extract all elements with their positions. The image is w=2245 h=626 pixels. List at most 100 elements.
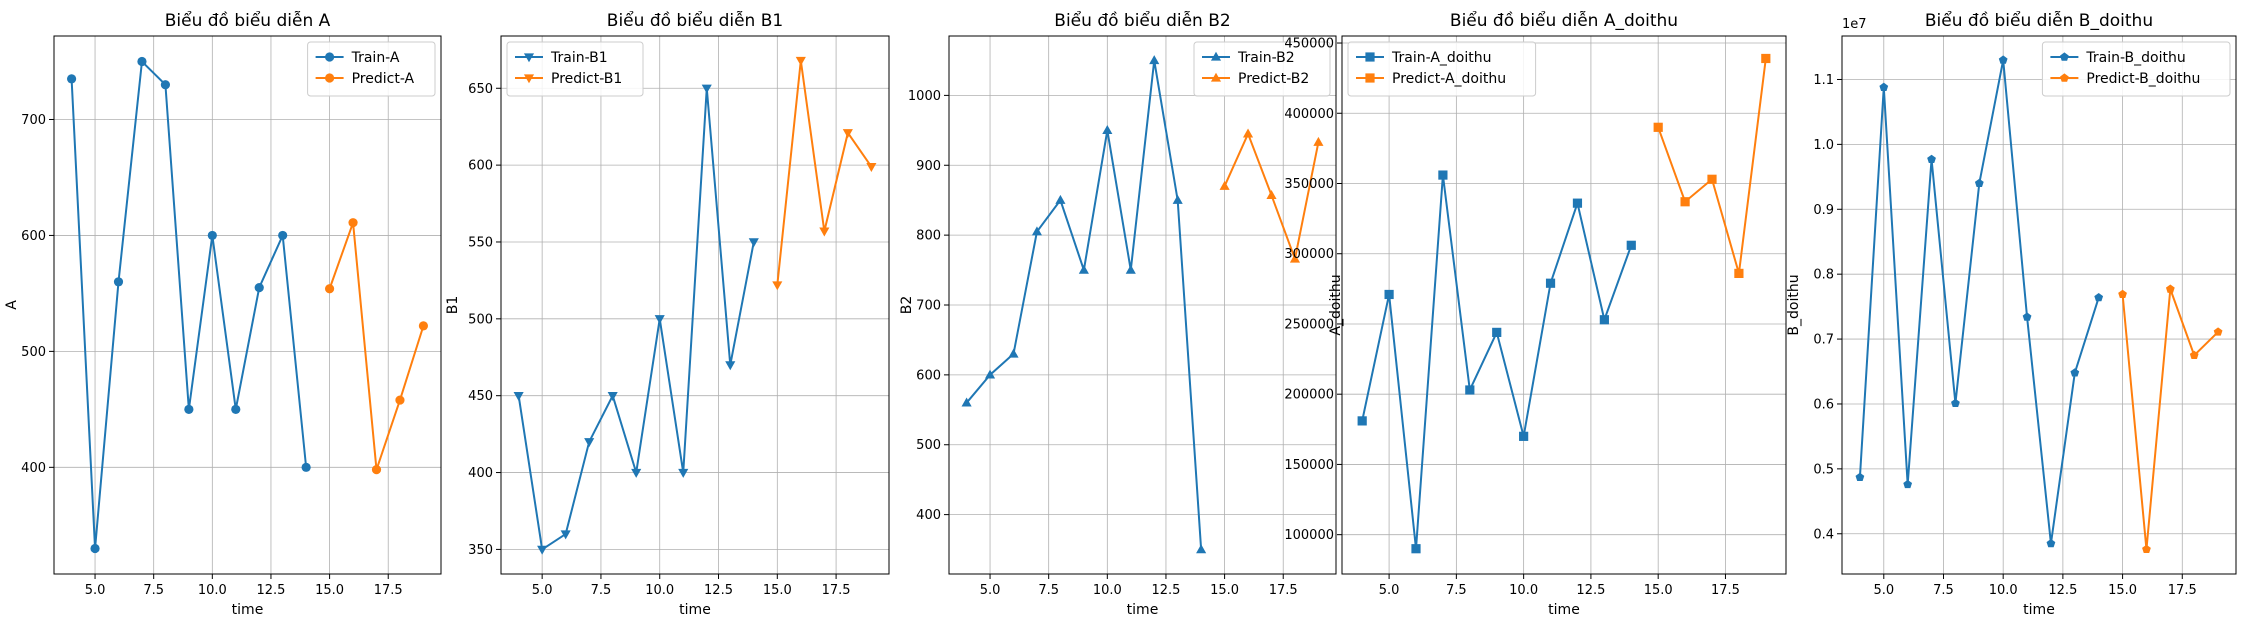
y-tick-label: 350000 [1284, 177, 1334, 192]
legend-marker [523, 74, 535, 84]
legend: Train-B1 Predict-B1 [506, 41, 644, 97]
x-tick-label: 5.0 [1379, 583, 1400, 598]
data-point [1384, 289, 1394, 300]
legend-label: Predict-B2 [1238, 71, 1309, 87]
chart-title: Biểu đồ biểu diễn B2 [1054, 10, 1230, 31]
data-point [1998, 55, 2008, 64]
axes-frame [1341, 35, 1787, 575]
data-point [1519, 431, 1529, 441]
x-tick-label: 10.0 [1989, 583, 2018, 598]
x-tick-label: 7.5 [591, 583, 612, 598]
y-tick-label: 400000 [1284, 107, 1334, 122]
legend-marker [325, 52, 335, 62]
legend-label: Train-A [351, 50, 400, 66]
chart-panel: 5.0 7.5 10.0 12.5 15.0 17.5 100000 150000 200000… [1284, 10, 1787, 618]
y-tick-label: 200000 [1284, 388, 1334, 403]
y-tick-label: 250000 [1284, 317, 1334, 332]
data-point [2189, 350, 2199, 360]
data-point [207, 230, 217, 241]
data-point [2165, 284, 2175, 293]
data-point [1879, 82, 1889, 91]
y-axis-label: B_doithu [1786, 274, 1802, 335]
data-point [2142, 544, 2151, 554]
x-tick-label: 7.5 [1038, 583, 1059, 598]
y-tick-label: 600 [21, 229, 46, 244]
y-tick-label: 500 [916, 438, 941, 453]
y-tick-label: 0.6 [1813, 397, 1834, 412]
x-tick-label: 12.5 [1576, 583, 1605, 598]
legend: Train-B2 Predict-B2 [1193, 41, 1331, 97]
y-tick-label: 450 [468, 389, 493, 404]
y-axis-label: B2 [899, 296, 915, 315]
legend-box [1193, 41, 1331, 97]
data-point [537, 545, 548, 555]
chart-title: Biểu đồ biểu diễn A_doithu [1450, 10, 1678, 31]
x-axis-label: time [1127, 602, 1159, 618]
x-tick-label: 17.5 [1711, 583, 1740, 598]
legend-marker [523, 53, 535, 63]
data-point [1357, 416, 1367, 426]
legend: Train-A Predict-A [307, 41, 436, 97]
x-tick-label: 15.0 [1644, 583, 1673, 598]
legend-marker [1210, 51, 1222, 61]
y-tick-label: 450000 [1284, 37, 1334, 52]
y-tick-label: 0.9 [1813, 203, 1834, 218]
x-axis-label: time [2023, 602, 2055, 618]
data-point [1411, 544, 1421, 554]
data-point [560, 530, 571, 540]
data-point [160, 80, 171, 90]
data-point [842, 129, 853, 139]
data-point [1008, 348, 1019, 358]
y-tick-label: 650 [468, 82, 493, 97]
x-tick-label: 15.0 [2108, 583, 2137, 598]
data-point [113, 277, 124, 287]
y-tick-label: 300000 [1284, 247, 1334, 262]
data-point [1266, 190, 1277, 199]
data-point [418, 321, 429, 331]
legend-label: Predict-A_doithu [1392, 71, 1506, 87]
y-tick-label: 500 [468, 312, 493, 327]
y-tick-label: 0.7 [1813, 333, 1834, 348]
data-point [1599, 315, 1609, 325]
x-tick-label: 12.5 [1151, 583, 1180, 598]
data-point [1465, 385, 1475, 395]
data-point [1903, 479, 1913, 489]
y-tick-label: 1000 [908, 89, 941, 104]
data-point [66, 74, 77, 84]
data-point [2046, 538, 2056, 548]
data-point [254, 283, 264, 293]
x-tick-label: 17.5 [374, 583, 403, 598]
data-point [395, 395, 405, 405]
data-point [1172, 194, 1183, 204]
series-line [1657, 58, 1767, 274]
data-point [1149, 55, 1160, 65]
y-tick-label: 700 [916, 299, 941, 314]
data-point [654, 315, 665, 325]
y-tick-label: 350 [468, 543, 493, 558]
chart-panel: 5.0 7.5 10.0 12.5 15.0 17.5 400 500 600 700 800 900… [899, 10, 1337, 618]
data-point [1545, 278, 1556, 288]
data-point [1974, 178, 1984, 188]
data-point [90, 543, 100, 554]
data-point [1855, 472, 1865, 482]
legend-box [307, 41, 436, 97]
y-tick-label: 600 [468, 159, 493, 174]
data-point [772, 281, 783, 291]
legend-label: Predict-B_doithu [2086, 71, 2200, 87]
data-point [748, 238, 759, 248]
x-tick-label: 7.5 [1933, 583, 1954, 598]
legend-marker [2060, 73, 2069, 82]
chart-title: Biểu đồ biểu diễn B1 [607, 10, 783, 31]
data-point [1219, 180, 1230, 190]
x-axis-label: time [679, 602, 711, 618]
y-tick-label: 0.8 [1813, 268, 1834, 283]
y-offset-label: 1e7 [1842, 17, 1867, 32]
data-point [2070, 368, 2080, 377]
y-axis-label: A_doithu [1328, 274, 1344, 335]
data-point [866, 162, 877, 172]
data-point [1653, 122, 1663, 132]
legend-label: Train-B_doithu [2085, 50, 2185, 66]
data-point [1951, 398, 1960, 408]
y-tick-label: 400 [916, 508, 941, 523]
y-tick-label: 100000 [1284, 528, 1334, 543]
